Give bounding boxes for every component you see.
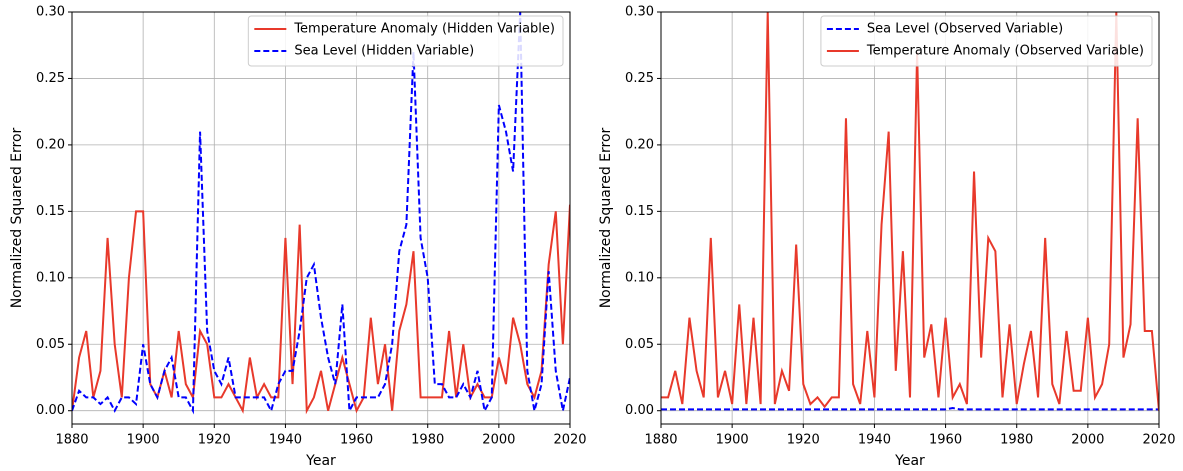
y-tick-label: 0.05	[36, 337, 65, 352]
subplot: 1880 1900 1920 1940 1960 1980 2000 2020 0.00 0.05…	[598, 5, 1176, 470]
legend-label: Sea Level (Hidden Variable)	[294, 44, 474, 59]
x-tick-label: 1920	[198, 433, 231, 448]
x-tick-label: 1940	[269, 433, 302, 448]
x-tick-label: 1960	[929, 433, 962, 448]
x-tick-label: 1940	[858, 433, 891, 448]
y-tick-label: 0.05	[625, 337, 654, 352]
legend-label: Temperature Anomaly (Observed Variable)	[866, 44, 1144, 59]
y-tick-label: 0.30	[625, 5, 654, 20]
legend-box	[247, 15, 564, 67]
y-axis-label: Normalized Squared Error	[9, 127, 25, 308]
y-tick-label: 0.00	[36, 403, 65, 418]
axes-frame	[71, 11, 571, 425]
legend-box	[820, 15, 1153, 67]
series-line	[661, 407, 1159, 411]
x-tick-label: 2020	[1142, 433, 1175, 448]
y-tick-label: 0.20	[625, 137, 654, 152]
x-tick-label: 1980	[411, 433, 444, 448]
series-line	[661, 12, 1159, 411]
legend-label: Temperature Anomaly (Hidden Variable)	[293, 22, 555, 37]
y-tick-label: 0.00	[625, 403, 654, 418]
legend-label: Sea Level (Observed Variable)	[867, 22, 1063, 37]
x-tick-label: 2000	[1071, 433, 1104, 448]
y-tick-label: 0.10	[36, 270, 65, 285]
y-tick-label: 0.20	[36, 137, 65, 152]
series-line	[72, 12, 570, 415]
x-tick-label: 1960	[340, 433, 373, 448]
y-tick-label: 0.15	[625, 204, 654, 219]
y-tick-label: 0.15	[36, 204, 65, 219]
x-tick-label: 1900	[127, 433, 160, 448]
y-tick-label: 0.30	[36, 5, 65, 20]
series-line	[72, 204, 570, 415]
x-tick-label: 1880	[644, 433, 677, 448]
x-tick-label: 2020	[553, 433, 586, 448]
x-axis-label: Year	[894, 453, 925, 469]
y-tick-label: 0.25	[36, 71, 65, 86]
x-tick-label: 1980	[1000, 433, 1033, 448]
x-tick-label: 1920	[787, 433, 820, 448]
y-tick-label: 0.10	[625, 270, 654, 285]
subplot: 1880 1900 1920 1940 1960 1980 2000 2020 0.00 0.05…	[9, 5, 587, 470]
y-tick-label: 0.25	[625, 71, 654, 86]
y-axis-label: Normalized Squared Error	[598, 127, 614, 308]
legend: Sea Level (Observed Variable) Temperature…	[820, 15, 1153, 67]
x-tick-label: 1880	[55, 433, 88, 448]
x-axis-label: Year	[305, 453, 336, 469]
axes-frame	[660, 11, 1160, 425]
legend: Temperature Anomaly (Hidden Variable) Sea…	[247, 15, 564, 67]
x-tick-label: 1900	[716, 433, 749, 448]
x-tick-label: 2000	[482, 433, 515, 448]
